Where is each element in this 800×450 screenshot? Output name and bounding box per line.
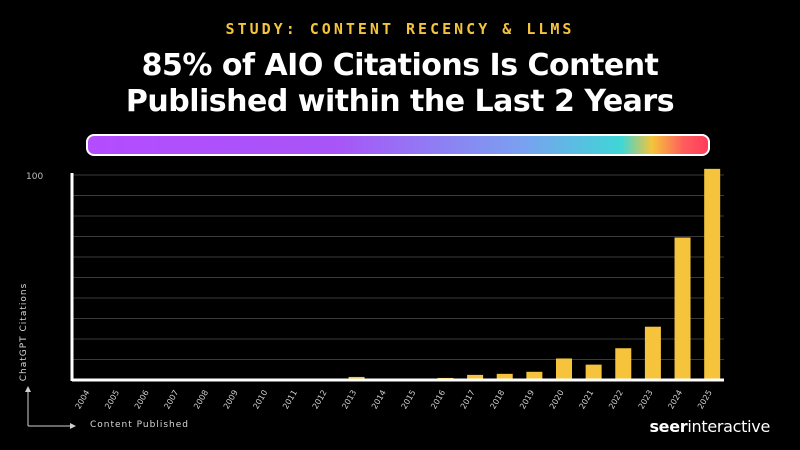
- bar-2013: [348, 376, 365, 380]
- x-tick-label: 2018: [488, 389, 506, 411]
- x-tick-label: 2013: [340, 389, 358, 411]
- gradient-bar: [86, 134, 710, 156]
- logo-text-bold: seer: [649, 417, 688, 436]
- bar-2018: [496, 373, 513, 380]
- bar-2020: [556, 358, 572, 380]
- x-tick-label: 2007: [162, 389, 180, 411]
- x-tick-label: 2024: [666, 389, 684, 411]
- y-tick-label: 100: [26, 172, 43, 182]
- x-tick-label: 2019: [518, 389, 536, 411]
- x-axis-label: Content Published: [90, 420, 189, 430]
- y-axis-label: ChatGPT Citations: [19, 282, 29, 382]
- x-tick-label: 2014: [370, 389, 388, 411]
- x-tick-label: 2004: [74, 389, 92, 411]
- page-title: 85% of AIO Citations Is Content Publishe…: [0, 48, 800, 120]
- bar-2023: [644, 326, 661, 380]
- x-tick-label: 2011: [281, 389, 299, 411]
- title-line-2: Published within the Last 2 Years: [125, 84, 675, 119]
- bar-2017: [467, 374, 484, 380]
- x-tick-label: 2023: [637, 389, 655, 411]
- bar-2019: [526, 371, 543, 380]
- bar-2021: [585, 364, 602, 380]
- logo-text-light: interactive: [687, 417, 770, 436]
- x-tick-label: 2010: [251, 389, 269, 411]
- x-tick-label: 2005: [103, 389, 121, 411]
- bar-2022: [615, 348, 632, 380]
- corner-y-arrow-icon: [25, 386, 31, 392]
- x-tick-label: 2015: [400, 389, 418, 411]
- x-tick-label: 2012: [311, 389, 329, 411]
- x-tick-label: 2009: [222, 389, 240, 411]
- x-tick-label: 2021: [577, 389, 595, 411]
- title-line-1: 85% of AIO Citations Is Content: [141, 48, 659, 83]
- x-tick-label: 2006: [133, 389, 151, 411]
- x-tick-label: 2020: [548, 389, 566, 411]
- x-tick-label: 2017: [459, 389, 477, 411]
- bar-2025: [704, 168, 721, 380]
- corner-x-arrow-icon: [70, 423, 76, 429]
- x-tick-label: 2022: [607, 389, 625, 411]
- seer-interactive-logo: seerinteractive: [649, 417, 770, 436]
- x-tick-label: 2016: [429, 389, 447, 411]
- study-kicker: STUDY: CONTENT RECENCY & LLMS: [225, 20, 575, 38]
- x-tick-label: 2025: [696, 389, 714, 411]
- x-tick-label: 2008: [192, 389, 210, 411]
- bar-2024: [674, 237, 691, 380]
